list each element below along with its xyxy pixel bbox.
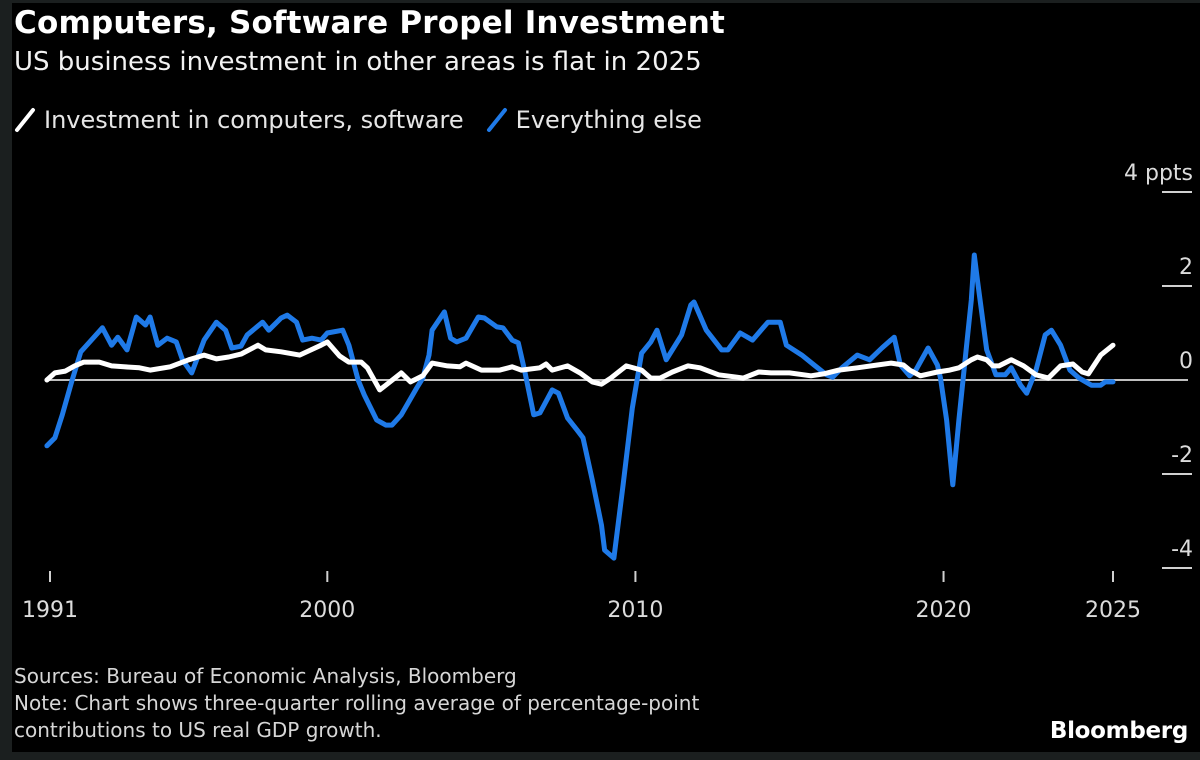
bloomberg-logo: Bloomberg [1049, 718, 1188, 744]
series-line-everything-else [44, 252, 1116, 561]
chart-subtitle: US business investment in other areas is… [14, 47, 702, 77]
series-group [44, 252, 1116, 561]
legend-label: Everything else [515, 106, 702, 134]
x-tick-label: 2010 [607, 598, 663, 623]
y-tick-label: -2 [1171, 443, 1193, 468]
series-line-investment-in-computers-software [44, 339, 1116, 393]
y-tick-label: 2 [1179, 255, 1193, 280]
legend-item-computers-software: Investment in computers, software [14, 106, 464, 134]
note-text-line-2: contributions to US real GDP growth. [14, 718, 382, 742]
x-axis: 1991 2000 2010 2020 2025 [22, 571, 1141, 623]
chart-title: Computers, Software Propel Investment [14, 5, 726, 41]
y-tick-label: -4 [1171, 537, 1193, 562]
note-text-line-1: Note: Chart shows three-quarter rolling … [14, 691, 700, 715]
chart-footer: Sources: Bureau of Economic Analysis, Bl… [14, 663, 699, 744]
legend: Investment in computers, software Everyt… [14, 103, 702, 137]
x-tick-label: 2025 [1085, 598, 1141, 623]
chart-panel: Computers, Software Propel Investment US… [12, 3, 1200, 752]
y-tick-label: 0 [1179, 349, 1193, 374]
y-axis: 4 ppts 2 0 -2 -4 [1124, 161, 1193, 569]
legend-swatch-white-line-icon [15, 108, 35, 132]
x-tick-label: 2020 [916, 598, 972, 623]
legend-label: Investment in computers, software [44, 106, 464, 134]
x-tick-label: 1991 [22, 598, 78, 623]
x-tick-label: 2000 [299, 598, 355, 623]
sources-text: Sources: Bureau of Economic Analysis, Bl… [14, 664, 517, 688]
legend-swatch-blue-line-icon [486, 108, 507, 132]
legend-item-everything-else: Everything else [486, 106, 702, 134]
y-tick-label: 4 ppts [1124, 161, 1193, 186]
